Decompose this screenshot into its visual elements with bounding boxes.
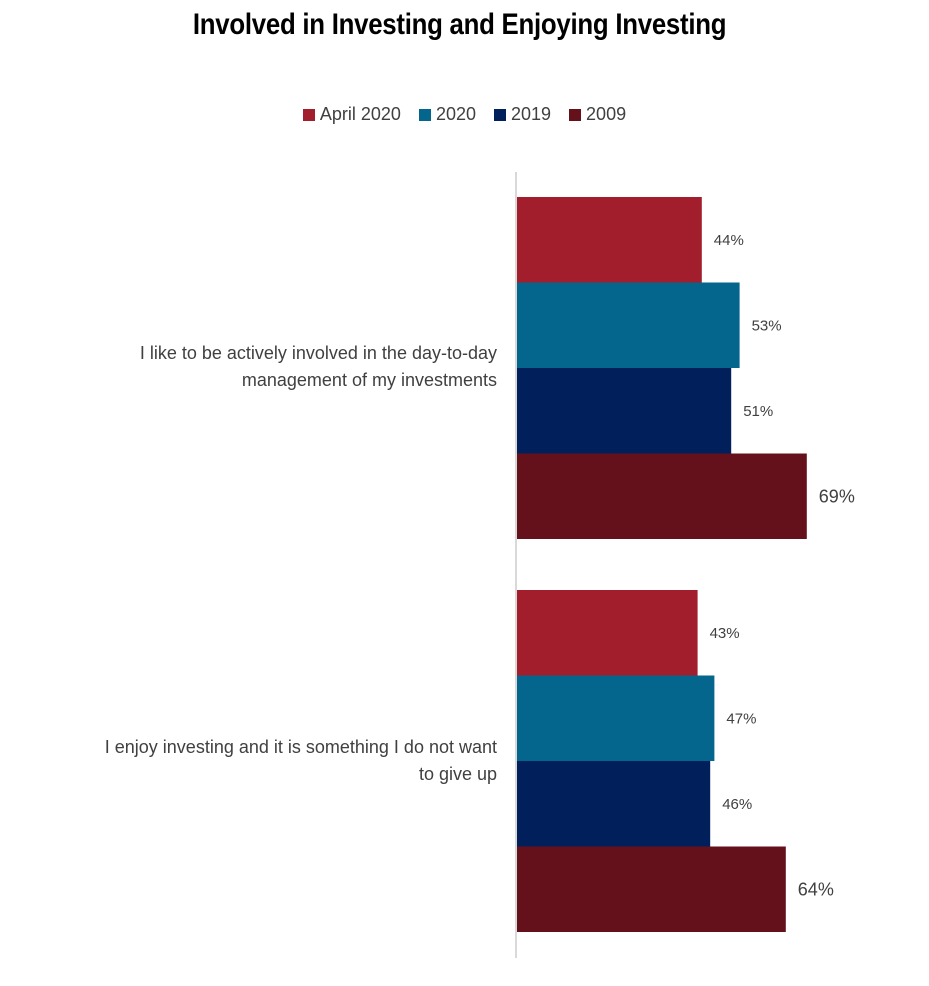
legend-swatch-2019 <box>494 108 506 121</box>
category-label-line: I like to be actively involved in the da… <box>139 343 497 363</box>
bar-2009-cat1 <box>517 453 807 539</box>
bar-2020-cat1 <box>517 282 740 368</box>
legend-item-2020: 2020 <box>418 104 476 125</box>
legend-label-april-2020: April 2020 <box>319 104 401 124</box>
data-label-2009-cat2: 64% <box>798 879 834 899</box>
category-label-actively-involved: I like to be actively involved in the da… <box>37 340 497 394</box>
legend-label-2019: 2019 <box>511 104 552 124</box>
bar-2019-cat2 <box>517 761 711 847</box>
legend-swatch-2020 <box>418 108 431 121</box>
legend-swatch-april-2020 <box>302 108 315 121</box>
bar-april-2020-cat2 <box>517 590 698 676</box>
category-label-line: to give up <box>418 764 497 784</box>
data-label-2020-cat1: 53% <box>752 317 782 334</box>
data-label-2009-cat1: 69% <box>819 486 855 506</box>
data-label-april-2020-cat2: 43% <box>710 625 740 642</box>
legend-label-2009: 2009 <box>586 104 627 124</box>
legend-item-april-2020: April 2020 <box>302 104 401 125</box>
legend-label-2020: 2020 <box>435 104 476 124</box>
legend-item-2009: 2009 <box>569 104 626 125</box>
bar-april-2020-cat1 <box>517 197 702 283</box>
category-label-line: I enjoy investing and it is something I … <box>104 737 497 757</box>
chart-title: Involved in Investing and Enjoying Inves… <box>192 8 727 41</box>
bar-2009-cat2 <box>517 846 786 932</box>
legend-swatch-2009 <box>569 108 582 121</box>
legend-item-2019: 2019 <box>494 104 551 125</box>
category-label-line: management of my investments <box>241 370 497 390</box>
data-label-2020-cat2: 47% <box>726 710 756 727</box>
data-label-2019-cat1: 51% <box>743 403 773 420</box>
legend: April 2020 2020 2019 2009 <box>0 104 929 125</box>
bar-2019-cat1 <box>517 368 732 454</box>
data-label-april-2020-cat1: 44% <box>714 232 744 249</box>
data-label-2019-cat2: 46% <box>722 796 752 813</box>
bar-2020-cat2 <box>517 675 715 761</box>
category-label-enjoy-investing: I enjoy investing and it is something I … <box>37 734 497 788</box>
